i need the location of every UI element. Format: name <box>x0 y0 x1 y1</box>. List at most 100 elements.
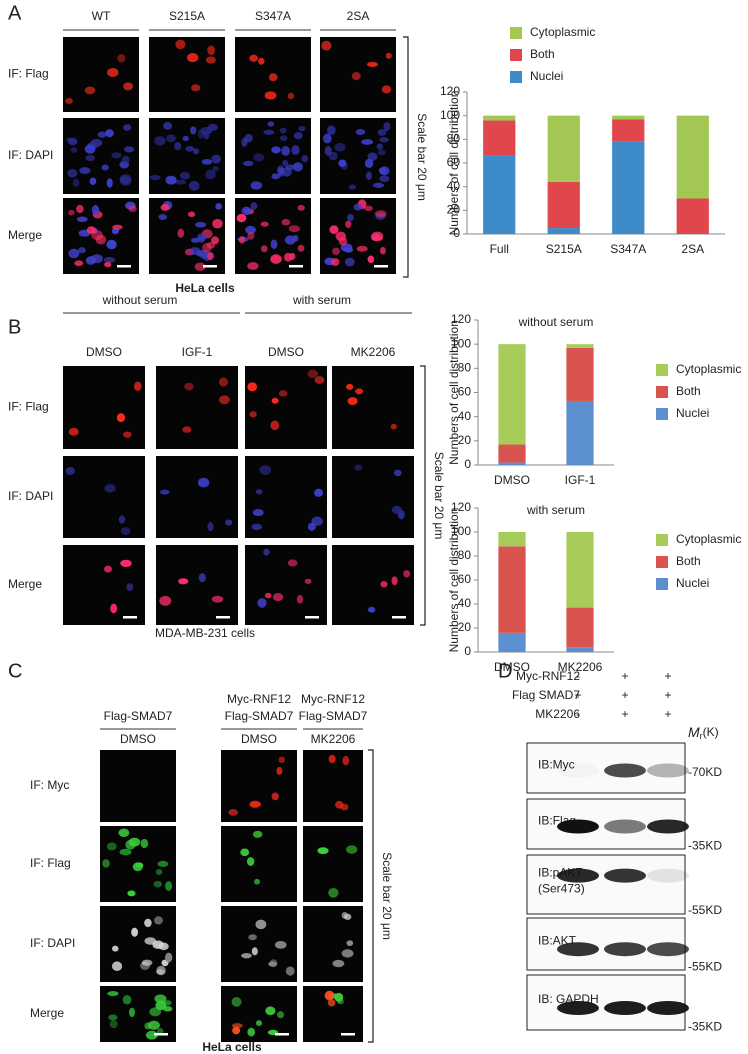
cell <box>253 153 265 162</box>
y-tick-label: 0 <box>453 226 460 240</box>
cell <box>367 606 376 613</box>
cell <box>265 1006 276 1016</box>
cell <box>334 142 346 152</box>
label: Myc-RNF12 <box>516 669 580 683</box>
cell <box>145 1030 158 1040</box>
bar-segment <box>547 115 580 182</box>
bar-segment <box>566 400 594 465</box>
cell <box>104 565 112 573</box>
cell <box>377 149 386 156</box>
cell <box>366 61 379 67</box>
cell <box>112 224 123 230</box>
cell <box>321 40 332 51</box>
micrograph <box>332 545 414 625</box>
cell <box>264 592 272 599</box>
cell <box>367 152 378 161</box>
label: -70KD <box>688 765 722 779</box>
bar-segment <box>498 532 526 547</box>
cell <box>282 159 289 167</box>
cell <box>66 137 73 143</box>
x-tick-label: MK2206 <box>558 660 603 674</box>
cell <box>374 210 387 218</box>
cell <box>270 420 280 431</box>
blot-band <box>604 1001 646 1015</box>
y-tick-label: 100 <box>451 524 471 538</box>
cell <box>163 122 173 130</box>
bar-segment <box>566 532 594 608</box>
legend-label: Nuclei <box>676 576 709 590</box>
micrograph <box>156 545 238 625</box>
blot-band <box>647 942 689 957</box>
cell <box>284 235 296 245</box>
cell <box>158 213 168 220</box>
cell <box>276 766 283 775</box>
cell <box>225 519 233 526</box>
cell <box>269 959 278 968</box>
cell <box>104 484 116 493</box>
x-tick-label: S215A <box>546 242 582 256</box>
micrograph <box>156 456 238 538</box>
cell <box>341 911 348 919</box>
cell <box>267 121 275 127</box>
micrograph <box>221 906 297 982</box>
scale-bar <box>374 265 388 268</box>
bracket <box>420 365 426 626</box>
cell <box>385 52 392 59</box>
bar-segment <box>498 546 526 633</box>
label: + <box>664 707 671 721</box>
y-tick-label: 60 <box>458 572 472 586</box>
cell <box>301 154 309 163</box>
label: C <box>8 660 22 682</box>
blot-band <box>557 868 599 883</box>
cell <box>159 595 172 606</box>
label: (Ser473) <box>538 882 585 896</box>
cell <box>376 143 384 150</box>
cell <box>383 121 391 132</box>
micrograph <box>235 118 311 194</box>
cell <box>327 125 336 136</box>
cell <box>348 184 357 190</box>
micrograph <box>235 37 311 112</box>
cell <box>103 256 116 263</box>
cell <box>189 247 201 256</box>
cell <box>271 146 281 154</box>
cell <box>131 927 139 937</box>
cell <box>355 388 364 395</box>
cell <box>123 124 132 131</box>
blot-band <box>604 763 646 778</box>
micrograph-bg <box>63 37 139 112</box>
label: Flag SMAD7 <box>512 688 580 702</box>
cell <box>393 469 402 477</box>
label: DMSO <box>86 345 122 359</box>
label: Flag-SMAD7 <box>299 709 368 723</box>
cell <box>207 522 214 532</box>
cell <box>211 595 224 603</box>
micrograph-bg <box>245 366 327 449</box>
cell <box>118 828 130 838</box>
cell <box>68 427 79 436</box>
cell <box>184 382 194 391</box>
micrograph <box>332 366 414 449</box>
cell <box>278 756 286 764</box>
micrograph <box>320 37 396 112</box>
y-tick-label: 120 <box>440 84 460 98</box>
cell <box>177 228 185 238</box>
cell <box>106 842 117 851</box>
cell <box>291 145 300 156</box>
label: + <box>621 688 628 702</box>
cell <box>212 218 223 229</box>
cell <box>390 423 397 430</box>
mr: M <box>688 724 700 740</box>
cell <box>78 247 86 254</box>
micrograph <box>303 906 363 982</box>
cell <box>346 940 354 947</box>
label: -35KD <box>688 1019 722 1033</box>
cell <box>85 256 97 265</box>
cell <box>190 126 197 135</box>
cell <box>128 1007 135 1018</box>
y-tick-label: 20 <box>458 620 472 634</box>
cell <box>159 489 170 495</box>
label: IF: Flag <box>8 400 49 414</box>
cell <box>243 160 254 167</box>
cell <box>283 252 293 262</box>
